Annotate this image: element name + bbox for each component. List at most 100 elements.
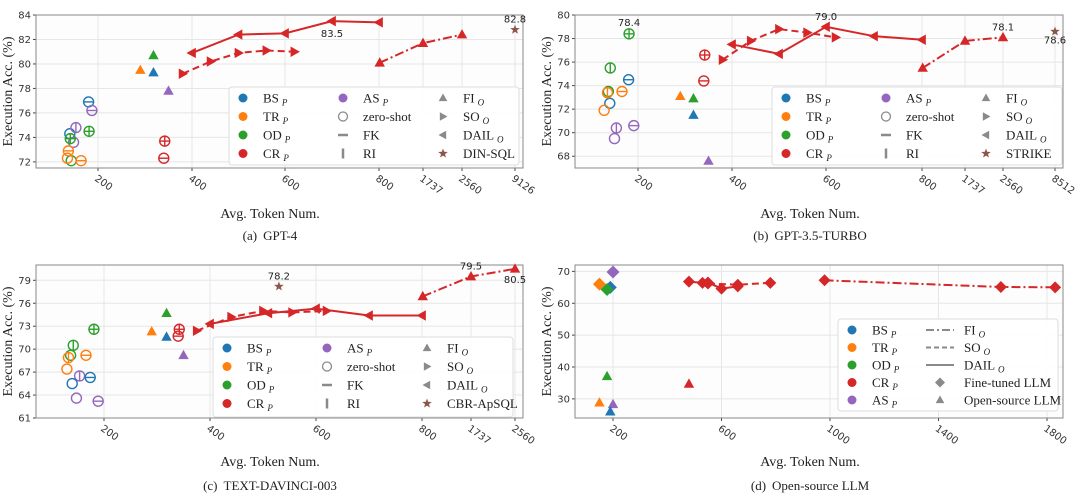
zero-shot-point — [64, 132, 76, 145]
legend-entry-din-sql: DIN-SQL — [438, 146, 515, 161]
subplot-b: 68 70 72 74 76 78 80 200 400 600 800 1737 2560 8512 Av… — [540, 11, 1076, 244]
star-point — [1050, 26, 1060, 36]
series-point — [818, 274, 831, 287]
legend-label-main: TR — [806, 109, 823, 124]
fi-point — [605, 406, 616, 416]
series-point — [718, 54, 729, 65]
series-point — [831, 32, 842, 43]
legend-label: CR P — [806, 146, 832, 163]
y-tick-label: 70 — [18, 345, 31, 356]
caption-prefix: (a) — [243, 228, 257, 243]
x-tick-label: 2560 — [456, 173, 483, 197]
legend-label-main: RI — [363, 146, 376, 161]
legend-entry-fi: FI O — [981, 91, 1028, 108]
y-axis-label: Execution Acc. (%) — [1, 286, 16, 396]
legend-label: FK — [906, 128, 923, 143]
legend-entry-so: SO O — [439, 109, 490, 126]
y-tick-label: 64 — [18, 391, 31, 402]
legend-label: FI O — [447, 341, 469, 358]
legend-label: zero-shot — [363, 109, 412, 124]
series-point — [1049, 281, 1062, 294]
zero-shot-point — [602, 85, 615, 98]
caption-title: TEXT-DAVINCI-003 — [224, 478, 337, 493]
legend-swatch — [847, 325, 857, 335]
legend-label-main: FI — [964, 323, 976, 338]
legend-label-sub: O — [984, 347, 991, 357]
caption-title: GPT-3.5-TURBO — [774, 228, 866, 243]
x-tick-label: 600 — [279, 173, 301, 193]
y-tick-label: 76 — [557, 58, 570, 69]
legend-entry-as: AS P — [338, 91, 389, 108]
legend-entry-od: OD P — [781, 128, 834, 145]
y-tick-label: 70 — [557, 267, 570, 278]
legend-label-sub: P — [824, 98, 831, 108]
fi-point — [688, 109, 699, 119]
legend-label-main: SO — [964, 340, 981, 355]
y-tick-label: 60 — [557, 299, 570, 310]
legend-swatch — [222, 362, 232, 371]
legend-label-sub: P — [925, 98, 932, 108]
legend-frame — [771, 86, 1063, 166]
legend-label-sub: P — [282, 116, 289, 126]
legend-label: CBR-ApSQL — [447, 396, 518, 411]
zero-shot-point — [70, 121, 82, 134]
caption-prefix: (d) — [751, 478, 766, 493]
legend-label: SO O — [964, 340, 991, 357]
zero-shot-point — [64, 349, 77, 361]
legend-label: DAIL O — [447, 378, 488, 395]
legend-label: AS P — [363, 91, 389, 108]
series-point — [373, 17, 383, 28]
legend-label-sub: P — [366, 348, 373, 358]
legend-entry-ri: RI — [884, 146, 919, 161]
legend-entry-so: SO O — [423, 359, 474, 376]
legend-label: RI — [906, 146, 919, 161]
y-tick-label: 73 — [18, 322, 31, 333]
legend-entry-fk: FK — [881, 128, 923, 143]
zero-shot-point — [83, 125, 95, 137]
legend-label-main: OD — [872, 358, 891, 373]
legend-triangle-up-icon — [981, 93, 991, 102]
y-tick-label: 68 — [557, 152, 570, 163]
legend-swatch — [222, 380, 232, 390]
plot-frame — [574, 14, 1064, 169]
legend-label: zero-shot — [906, 109, 955, 124]
legend-label-sub: O — [481, 385, 488, 395]
fi-point — [163, 85, 174, 95]
legend-entry-so: SO O — [982, 109, 1033, 126]
y-tick-label: 74 — [18, 133, 31, 144]
x-axis-label: Avg. Token Num. — [220, 207, 320, 222]
legend-swatch — [338, 93, 348, 103]
series-point — [726, 39, 736, 50]
legend-star-icon — [438, 148, 448, 158]
plot-frame — [35, 264, 524, 419]
x-axis-label: Avg. Token Num. — [760, 207, 860, 222]
legend-label-main: SO — [1006, 109, 1023, 124]
y-tick-label: 70 — [557, 128, 570, 139]
legend-label: SO O — [447, 359, 474, 376]
legend-label-sub: O — [1021, 98, 1028, 108]
legend-entry-cbr-apsql: CBR-ApSQL — [422, 396, 518, 411]
legend-label-sub: P — [268, 385, 275, 395]
y-tick-label: 72 — [557, 105, 570, 116]
fi-point — [178, 349, 189, 360]
legend-entry-ri: RI — [325, 396, 360, 411]
legend-entry-fi: FI O — [926, 323, 986, 340]
legend-entry-zero-shot: zero-shot — [880, 109, 955, 124]
legend-label-sub: P — [825, 116, 832, 126]
series-point — [227, 311, 237, 323]
x-tick-label: 600 — [820, 173, 842, 193]
x-axis-label: Avg. Token Num. — [760, 455, 860, 470]
legend-label-main: FK — [347, 378, 364, 393]
series-point — [994, 280, 1007, 293]
y-tick-label: 79 — [18, 276, 31, 287]
legend-entry-tr: TR P — [222, 359, 273, 376]
x-tick-label: 1737 — [465, 423, 492, 447]
series-point — [363, 310, 373, 321]
legend-label-main: Fine-tuned LLM — [964, 375, 1051, 390]
fi-point — [683, 378, 695, 388]
data-label: 78.4 — [618, 18, 640, 29]
fi-point — [148, 49, 159, 60]
legend-label-main: RI — [347, 396, 360, 411]
zero-shot-point — [610, 122, 623, 134]
